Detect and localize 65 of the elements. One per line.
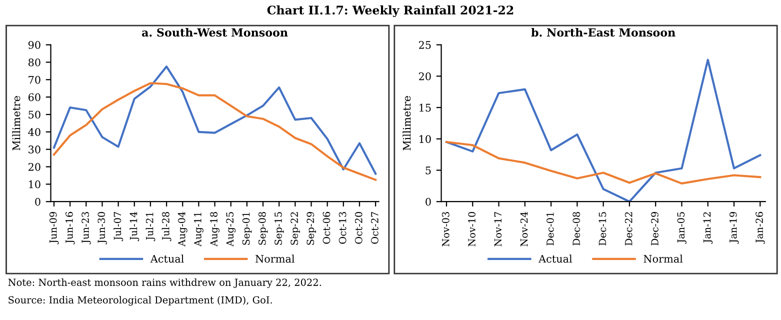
x-tick-label: Nov-24 — [520, 212, 528, 246]
x-tick-label: Sep-22 — [290, 212, 300, 245]
x-tick-label: Dec-29 — [651, 212, 658, 246]
x-tick-label: Nov-17 — [494, 212, 502, 246]
y-tick-label: 40 — [28, 128, 40, 136]
x-tick-label: Jan-26 — [756, 212, 765, 244]
x-tick-label: Aug-18 — [210, 212, 220, 247]
y-tick-label: 20 — [28, 162, 40, 171]
y-tick-label: 10 — [29, 180, 40, 188]
y-tick-label: 15 — [420, 104, 431, 112]
x-tick-label: Aug-04 — [178, 212, 188, 247]
x-tick-label: Sep-29 — [306, 212, 316, 245]
x-tick-label: Jun-09 — [49, 212, 59, 244]
y-tick-label: 10 — [420, 135, 431, 143]
x-tick-label: Oct-27 — [371, 212, 378, 244]
x-tick-label: Jun-30 — [98, 212, 107, 244]
y-tick-label: 0 — [35, 198, 40, 206]
legend-label: Normal — [256, 254, 294, 263]
y-tick-label: 60 — [28, 93, 40, 102]
x-tick-label: Oct-20 — [354, 212, 362, 244]
y-tick-label: 20 — [418, 72, 431, 80]
chart-title: a. South-West Monsoon — [142, 28, 288, 37]
x-tick-label: Oct-06 — [322, 212, 330, 244]
y-tick-label: 70 — [28, 76, 40, 84]
x-tick-label: Nov-03 — [442, 212, 450, 246]
x-tick-label: Sep-15 — [274, 212, 284, 245]
x-tick-label: Dec-22 — [624, 212, 632, 246]
line-series — [52, 82, 377, 181]
x-tick-label: Nov-10 — [468, 212, 476, 246]
x-tick-label: Sep-01 — [242, 212, 252, 245]
y-tick-label: 90 — [28, 41, 40, 49]
x-tick-label: Jan-19 — [729, 212, 739, 244]
x-tick-label: Oct-13 — [338, 212, 346, 244]
y-tick-label: 25 — [418, 41, 431, 49]
x-tick-label: Jul-28 — [162, 212, 172, 242]
y-tick-label: 5 — [426, 166, 431, 174]
legend-label: Actual — [150, 254, 184, 263]
x-tick-label: Sep-08 — [258, 212, 268, 245]
legend-label: Normal — [644, 254, 683, 263]
x-tick-label: Jan-05 — [677, 212, 686, 244]
source-note: Source: India Meteorological Department (IMD), GoI. — [8, 296, 272, 306]
legend-label: Actual — [538, 254, 572, 263]
x-tick-label: Aug-11 — [194, 212, 204, 247]
y-axis-title: Millimetre — [402, 96, 411, 150]
x-tick-label: Jul-14 — [130, 212, 140, 242]
y-tick-label: 80 — [28, 58, 40, 66]
text: Chart II.1.7: Weekly Rainfall 2021-22 — [267, 5, 514, 17]
y-tick-label: 0 — [426, 198, 431, 206]
x-tick-label: Jul-21 — [146, 212, 156, 242]
chart-title: b. North-East Monsoon — [531, 28, 676, 37]
x-tick-label: Jul-07 — [114, 212, 124, 242]
x-tick-label: Dec-01 — [546, 212, 554, 246]
x-tick-label: Jan-12 — [703, 212, 713, 244]
x-tick-label: Jun-23 — [82, 212, 91, 244]
x-tick-label: Dec-15 — [598, 212, 606, 246]
y-tick-label: 50 — [28, 110, 40, 119]
text: Note: North-east monsoon rains withdrew on January 22, 2022. — [8, 278, 322, 288]
line-series — [445, 140, 762, 184]
x-tick-label: Jun-16 — [66, 212, 75, 244]
line-series — [445, 58, 762, 202]
x-tick-label: Aug-25 — [226, 212, 236, 247]
y-tick-label: 30 — [28, 146, 40, 154]
line-series — [52, 66, 377, 175]
x-tick-label: Dec-08 — [572, 212, 580, 246]
y-axis-title: Millimetre — [12, 96, 20, 150]
